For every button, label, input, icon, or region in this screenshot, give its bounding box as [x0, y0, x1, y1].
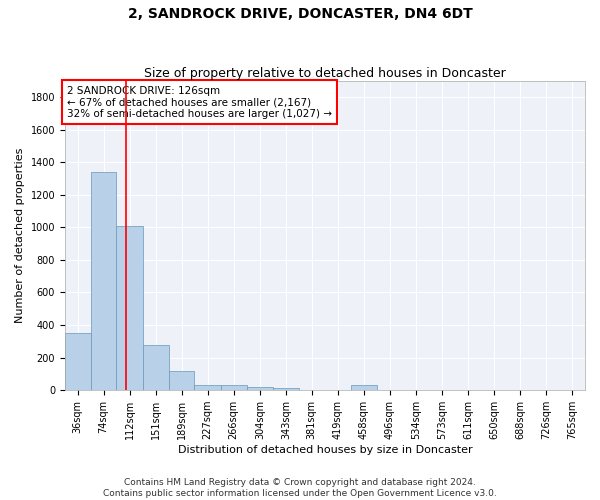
Bar	[116, 226, 143, 390]
Bar	[91, 172, 116, 390]
Y-axis label: Number of detached properties: Number of detached properties	[15, 148, 25, 323]
Bar	[169, 370, 194, 390]
Title: Size of property relative to detached houses in Doncaster: Size of property relative to detached ho…	[144, 66, 506, 80]
Bar	[351, 386, 377, 390]
Bar	[221, 385, 247, 390]
Text: 2, SANDROCK DRIVE, DONCASTER, DN4 6DT: 2, SANDROCK DRIVE, DONCASTER, DN4 6DT	[128, 8, 472, 22]
Bar	[194, 384, 221, 390]
Bar	[65, 333, 91, 390]
Bar	[273, 388, 299, 390]
Bar	[143, 344, 169, 390]
Text: 2 SANDROCK DRIVE: 126sqm
← 67% of detached houses are smaller (2,167)
32% of sem: 2 SANDROCK DRIVE: 126sqm ← 67% of detach…	[67, 86, 332, 119]
Bar	[247, 387, 273, 390]
Text: Contains HM Land Registry data © Crown copyright and database right 2024.
Contai: Contains HM Land Registry data © Crown c…	[103, 478, 497, 498]
X-axis label: Distribution of detached houses by size in Doncaster: Distribution of detached houses by size …	[178, 445, 472, 455]
